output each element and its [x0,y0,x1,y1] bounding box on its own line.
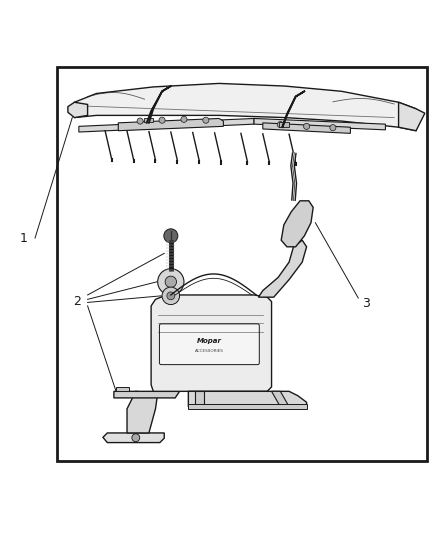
Polygon shape [188,391,307,407]
Polygon shape [188,405,307,409]
Circle shape [158,269,184,295]
Polygon shape [118,118,223,131]
Circle shape [203,117,209,123]
Polygon shape [399,102,425,131]
Circle shape [165,276,177,287]
Polygon shape [116,387,129,391]
Circle shape [330,125,336,131]
Bar [279,123,289,127]
Circle shape [167,292,175,300]
Polygon shape [281,201,313,247]
Bar [144,118,153,122]
Polygon shape [68,102,88,118]
Polygon shape [151,295,272,391]
Circle shape [132,434,140,442]
Polygon shape [155,387,169,391]
Circle shape [304,123,310,130]
FancyBboxPatch shape [159,324,259,365]
Polygon shape [79,118,254,132]
Text: 1: 1 [20,231,28,245]
Polygon shape [74,84,416,131]
Polygon shape [103,433,164,442]
Polygon shape [195,391,204,407]
Polygon shape [272,391,289,407]
Circle shape [137,118,143,124]
Circle shape [159,117,165,123]
Text: ACCESSORIES: ACCESSORIES [195,350,224,353]
Circle shape [181,116,187,123]
Text: 3: 3 [362,297,370,310]
Bar [57,67,427,462]
Polygon shape [127,391,158,433]
Circle shape [162,287,180,304]
Polygon shape [263,123,350,133]
Polygon shape [114,391,180,398]
Circle shape [164,229,178,243]
Polygon shape [254,118,385,130]
Polygon shape [258,240,307,297]
Circle shape [277,122,283,128]
Text: Mopar: Mopar [197,338,222,344]
Text: 2: 2 [73,295,81,308]
